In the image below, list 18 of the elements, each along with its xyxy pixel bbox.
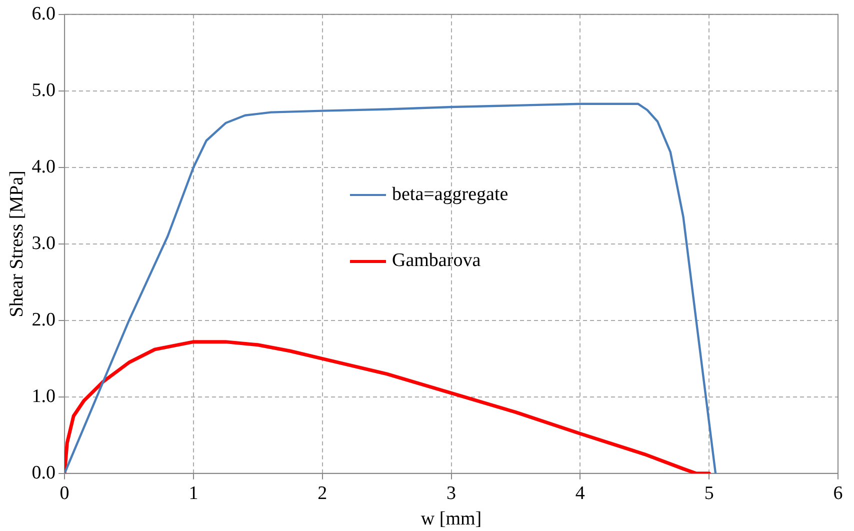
x-tick-label: 3 — [446, 482, 456, 504]
y-tick-label: 4.0 — [32, 156, 56, 178]
legend-label: beta=aggregate — [392, 184, 508, 206]
y-tick-label: 2.0 — [32, 309, 56, 330]
x-axis-title: w [mm] — [420, 508, 482, 530]
y-tick-label: 1.0 — [32, 386, 56, 407]
x-tick-label: 1 — [188, 482, 198, 504]
x-tick-label: 4 — [575, 482, 586, 504]
x-tick-label: 5 — [704, 482, 714, 504]
y-tick-label: 5.0 — [32, 80, 56, 101]
x-tick-label: 0 — [60, 482, 70, 504]
y-tick-label: 0.0 — [32, 462, 56, 484]
legend-label: Gambarova — [392, 250, 481, 272]
x-tick-label: 2 — [318, 482, 328, 504]
x-tick-label: 6 — [833, 482, 843, 504]
y-tick-label: 6.0 — [32, 3, 56, 24]
y-tick-label: 3.0 — [32, 232, 56, 254]
y-axis-title: Shear Stress [MPa] — [6, 170, 28, 318]
